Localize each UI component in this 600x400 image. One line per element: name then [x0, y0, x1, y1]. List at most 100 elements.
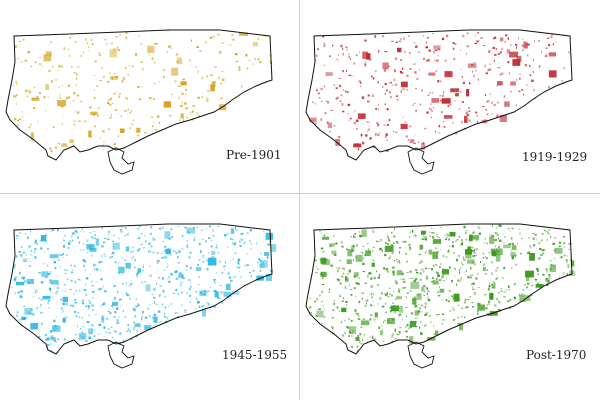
development-patch [381, 292, 383, 295]
development-patch [15, 237, 17, 239]
development-patch [30, 123, 32, 126]
development-patch [175, 252, 178, 254]
development-patch [503, 291, 506, 293]
development-patch [93, 263, 95, 267]
development-patch [219, 51, 222, 54]
development-patch [121, 80, 124, 83]
development-patch [103, 326, 106, 329]
development-patch [487, 252, 491, 254]
development-patch [128, 285, 131, 286]
development-patch [405, 307, 408, 308]
development-patch [91, 304, 94, 307]
development-patch [358, 277, 360, 279]
development-patch [436, 234, 438, 236]
development-patch [527, 228, 529, 230]
development-patch [227, 246, 229, 249]
development-patch [185, 245, 188, 247]
development-patch [415, 278, 418, 280]
development-patch [122, 339, 125, 342]
development-patch [265, 81, 267, 84]
development-patch [48, 287, 52, 291]
development-patch [127, 328, 130, 331]
development-patch [542, 252, 545, 255]
development-patch [428, 315, 431, 318]
development-patch [197, 264, 199, 266]
development-patch [221, 70, 224, 72]
development-patch [125, 246, 130, 252]
development-patch [518, 77, 521, 80]
development-patch [522, 38, 524, 40]
development-patch [395, 95, 399, 97]
development-patch [426, 111, 429, 114]
development-patch [382, 86, 384, 89]
development-patch [537, 269, 539, 272]
development-patch [558, 245, 562, 247]
development-patch [124, 110, 127, 112]
development-patch [88, 314, 90, 317]
development-patch [393, 78, 396, 81]
development-patch [345, 276, 348, 279]
development-patch [190, 300, 192, 304]
development-patch [552, 42, 554, 46]
development-patch [342, 272, 345, 275]
development-patch [201, 305, 204, 308]
development-patch [49, 279, 52, 282]
development-patch [495, 48, 498, 51]
development-patch [563, 254, 566, 257]
development-patch [484, 273, 487, 275]
development-patch [32, 313, 35, 316]
development-patch [235, 60, 238, 63]
development-patch [470, 267, 472, 270]
development-patch [91, 324, 94, 327]
development-patch [27, 236, 29, 239]
development-patch [338, 54, 340, 56]
development-patch [230, 279, 233, 282]
development-patch [314, 60, 317, 61]
development-patch [561, 80, 563, 82]
development-patch [155, 42, 158, 45]
development-patch [537, 40, 540, 42]
development-patch [247, 264, 250, 266]
development-patch [50, 149, 53, 153]
development-patch [428, 249, 433, 255]
development-patch [74, 230, 78, 233]
development-patch [221, 301, 223, 303]
development-patch [447, 234, 449, 237]
development-patch [415, 269, 418, 271]
development-patch [118, 135, 119, 138]
development-patch [468, 110, 471, 112]
development-patch [29, 91, 31, 94]
development-patch [51, 336, 54, 340]
development-patch [499, 74, 501, 76]
development-patch [135, 298, 137, 300]
development-patch [117, 290, 119, 294]
development-patch [170, 272, 172, 275]
development-patch [477, 310, 479, 313]
development-patch [393, 304, 395, 306]
development-patch [214, 81, 216, 84]
development-patch [113, 47, 116, 51]
development-patch [67, 48, 70, 50]
development-patch [108, 230, 110, 234]
development-patch [378, 50, 380, 53]
development-patch [342, 89, 344, 91]
development-patch [84, 283, 86, 286]
development-patch [390, 96, 392, 99]
development-patch [414, 134, 416, 136]
development-patch [142, 269, 144, 272]
development-patch [467, 63, 477, 68]
development-patch [73, 72, 76, 74]
development-patch [392, 333, 394, 336]
development-patch [385, 139, 389, 141]
development-patch [55, 79, 58, 81]
development-patch [560, 256, 563, 258]
development-patch [63, 47, 66, 50]
development-patch [114, 109, 118, 111]
development-patch [466, 32, 469, 34]
development-patch [389, 307, 391, 310]
development-patch [548, 52, 557, 57]
development-patch [395, 41, 398, 44]
development-patch [28, 281, 30, 284]
development-patch [122, 283, 124, 285]
development-patch [55, 327, 57, 330]
